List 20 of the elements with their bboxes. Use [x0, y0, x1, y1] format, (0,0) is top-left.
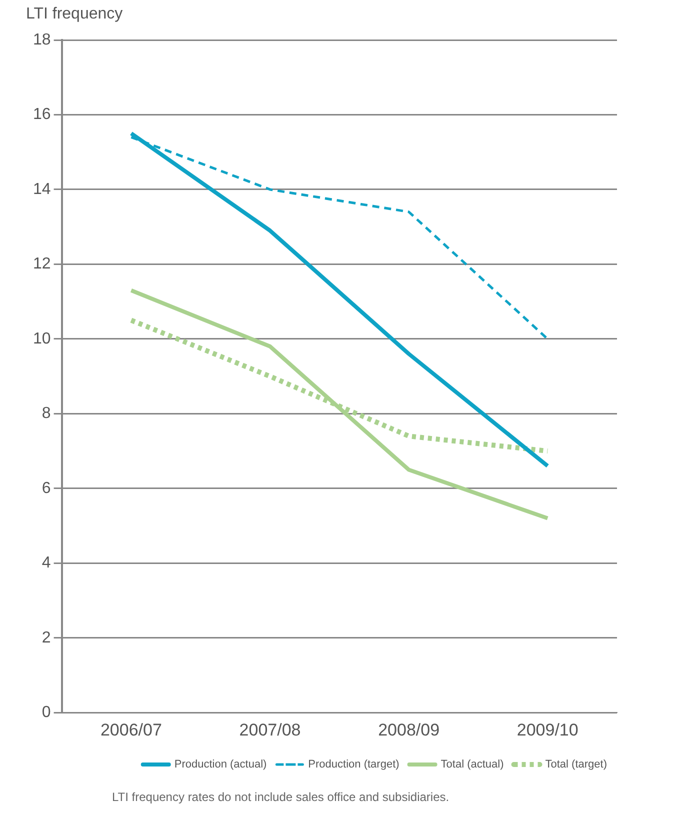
y-tick-label: 8 — [42, 405, 51, 422]
y-axis-title: LTI frequency — [26, 5, 123, 22]
y-tick-label: 14 — [33, 180, 51, 198]
x-tick-label: 2007/08 — [239, 720, 301, 740]
legend-label: Total (actual) — [440, 758, 504, 771]
x-tick-label: 2008/09 — [378, 720, 440, 740]
y-tick-label: 18 — [33, 31, 51, 48]
y-tick-label: 4 — [42, 554, 51, 572]
legend-label: Production (actual) — [174, 758, 267, 771]
y-tick-label: 0 — [42, 704, 51, 722]
y-tick-label: 16 — [33, 106, 51, 124]
y-tick-label: 6 — [42, 480, 51, 497]
text: LTI frequency rates do not include sales office and subsidiaries. — [112, 790, 450, 804]
x-tick-label: 2009/10 — [516, 720, 578, 740]
y-tick-label: 2 — [42, 629, 51, 646]
x-tick-label: 2006/07 — [100, 720, 162, 740]
legend-label: Total (target) — [545, 758, 608, 771]
y-tick-label: 12 — [33, 256, 51, 273]
legend-label: Production (target) — [308, 758, 400, 771]
y-tick-label: 10 — [33, 330, 51, 348]
